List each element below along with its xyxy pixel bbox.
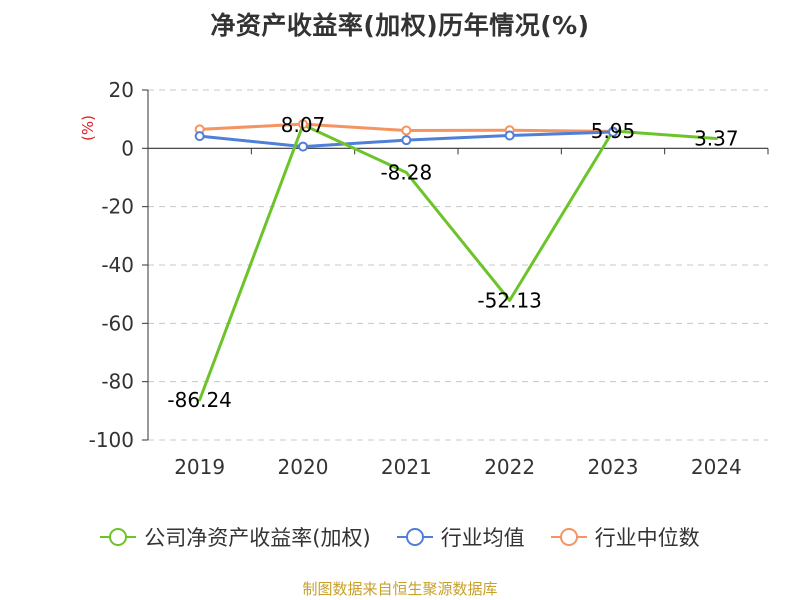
y-tick-label: 20 <box>109 78 134 102</box>
legend-item: 公司净资产收益率(加权) <box>100 522 371 552</box>
x-tick-label: 2022 <box>484 455 535 479</box>
legend-marker-icon <box>100 528 137 546</box>
data-label: -86.24 <box>167 388 231 412</box>
data-point <box>608 127 618 137</box>
data-point <box>194 131 205 142</box>
data-labels: -86.24 8.07 -8.28 -52.13 5.95 3.37 <box>167 113 738 412</box>
data-point <box>401 135 412 146</box>
legend-circle <box>109 528 128 546</box>
legend-marker-icon <box>396 528 433 546</box>
legend-item: 行业均值 <box>396 522 525 552</box>
chart-title: 净资产收益率(加权)历年情况(%) <box>210 11 590 40</box>
legend: 公司净资产收益率(加权) 行业均值 行业中位数 <box>0 520 800 554</box>
data-point <box>298 119 308 130</box>
y-tick-label: -100 <box>89 428 134 452</box>
legend-circle <box>405 528 424 546</box>
y-axis-unit-label: (%) <box>79 115 97 141</box>
x-tick-label: 2023 <box>588 455 639 479</box>
axes: 20 0 -20 -40 -60 -80 -100 2019 2020 2021 2022 2023 2… <box>79 78 769 479</box>
y-tick-label: -80 <box>101 370 134 394</box>
data-label: 5.95 <box>591 119 636 143</box>
legend-item: 行业中位数 <box>550 522 700 552</box>
data-label: 3.37 <box>694 127 739 151</box>
data-label: -52.13 <box>477 288 541 312</box>
series-markers <box>194 119 618 152</box>
x-tick-label: 2021 <box>381 455 432 479</box>
x-tick-label: 2019 <box>174 455 225 479</box>
data-label: 8.07 <box>281 113 326 137</box>
grid-lines <box>148 89 768 441</box>
x-tick-label: 2024 <box>691 455 742 479</box>
data-point <box>298 141 308 152</box>
line-chart: 20 0 -20 -40 -60 -80 -100 2019 2020 2021 2022 2023 2… <box>79 78 769 479</box>
series-lines <box>198 122 718 402</box>
y-tick-label: -20 <box>101 195 134 219</box>
data-point <box>401 125 412 136</box>
legend-label: 公司净资产收益率(加权) <box>144 526 371 550</box>
source-note: 制图数据来自恒生聚源数据库 <box>302 580 498 598</box>
legend-label: 行业中位数 <box>594 526 700 550</box>
x-tick-label: 2020 <box>278 455 329 479</box>
legend-label: 行业均值 <box>440 526 525 550</box>
legend-marker-icon <box>550 528 587 546</box>
y-tick-label: -40 <box>101 253 134 277</box>
data-label: -8.28 <box>380 160 432 184</box>
series-line-0 <box>198 123 718 402</box>
y-tick-label: 0 <box>121 136 134 160</box>
data-point <box>504 130 515 141</box>
y-tick-label: -60 <box>101 311 134 335</box>
legend-circle <box>559 528 578 546</box>
